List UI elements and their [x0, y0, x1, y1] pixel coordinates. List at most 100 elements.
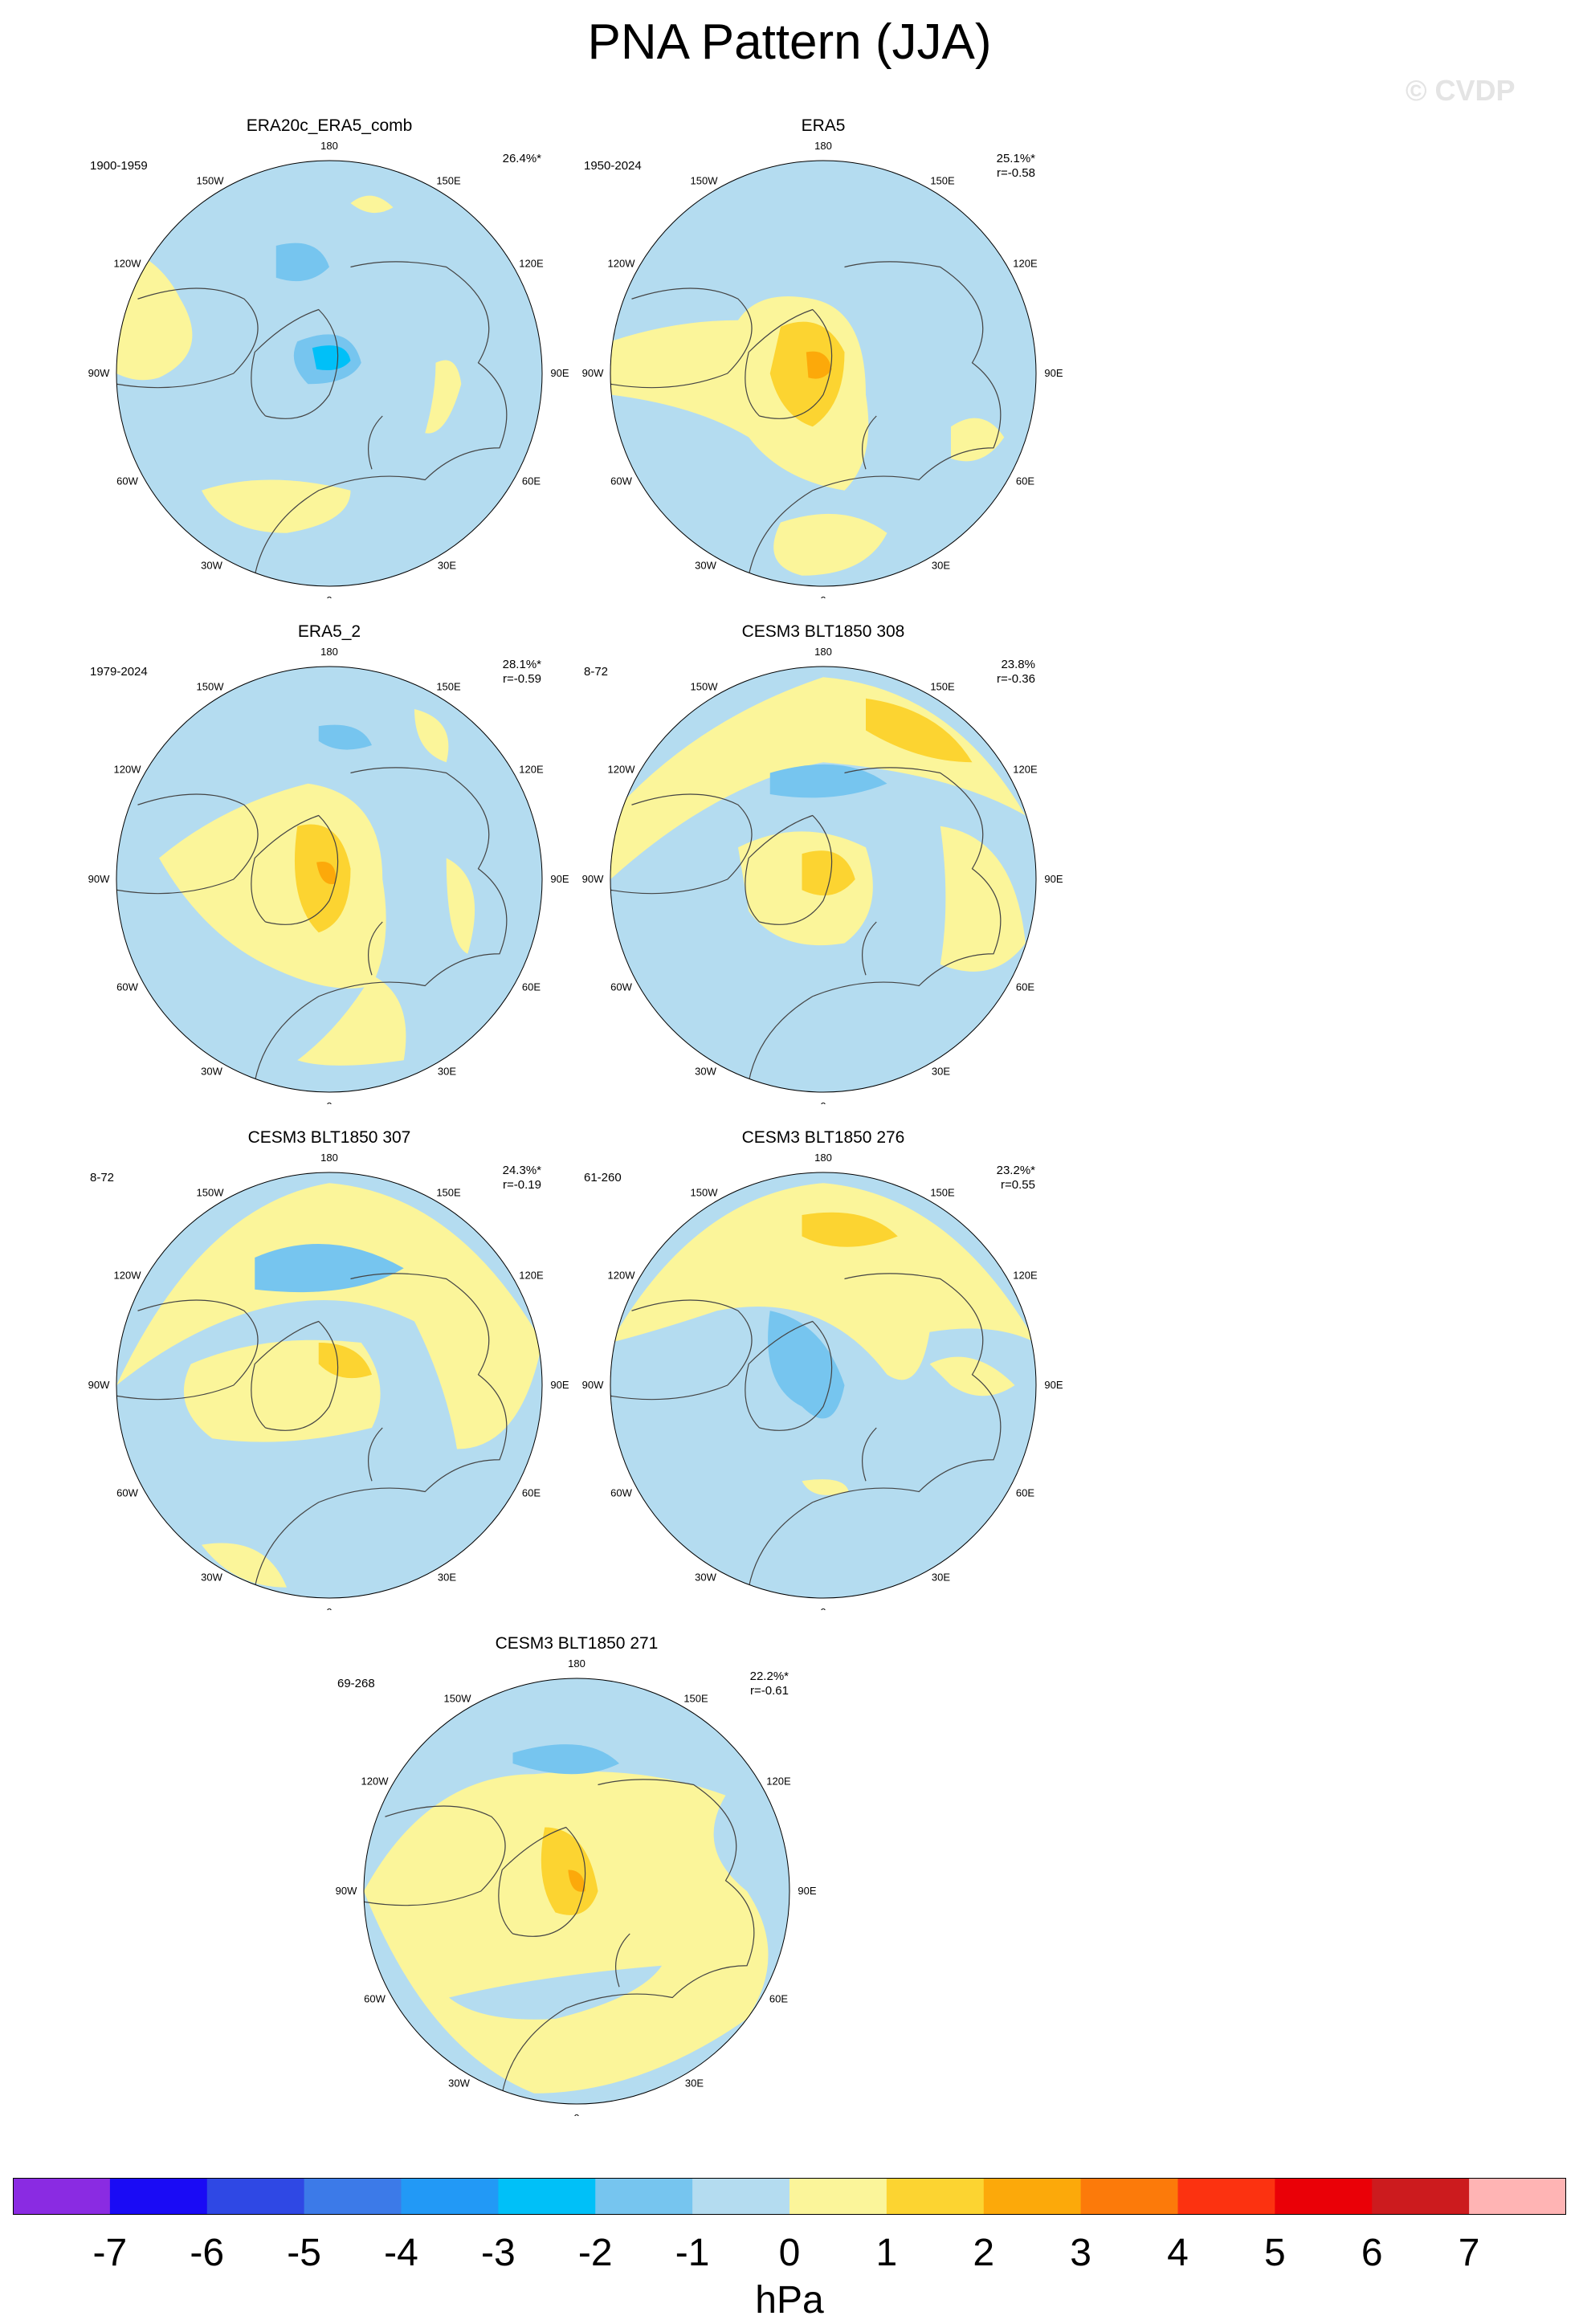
map-boundary	[116, 160, 543, 587]
panel-period: 1950-2024	[584, 159, 642, 173]
anomaly-contour	[802, 1212, 898, 1247]
longitude-label: 120W	[114, 1270, 142, 1282]
longitude-label: 30W	[201, 1065, 222, 1077]
anomaly-contour	[318, 1343, 372, 1379]
anomaly-contour	[312, 345, 351, 371]
anomaly-contour	[802, 1479, 849, 1495]
map-boundary	[610, 1172, 1037, 1599]
longitude-label: 90W	[336, 1885, 357, 1897]
coastline	[116, 261, 508, 576]
panel-correlation: r=-0.61	[750, 1684, 789, 1698]
panel-period: 1900-1959	[90, 159, 148, 173]
coastline	[610, 1273, 1002, 1588]
map-boundary	[363, 1678, 790, 2105]
longitude-label: 90W	[582, 873, 604, 885]
longitude-label: 0	[326, 594, 332, 598]
anomaly-contour	[255, 1243, 404, 1293]
map-panel: 180 150E 120E 90E 60E 30E 0 30W 60W 90W 120W 150W CE…	[574, 1128, 1072, 1610]
coastline	[610, 767, 1002, 1082]
map-panel: 180 150E 120E 90E 60E 30E 0 30W 60W 90W 120W 150W CE…	[80, 1128, 578, 1610]
colorbar-tick-label: 2	[973, 2232, 995, 2274]
longitude-label: 120E	[766, 1776, 791, 1788]
colorbar-tick-label: 3	[1070, 2232, 1091, 2274]
panel-correlation: r=-0.19	[503, 1178, 541, 1192]
anomaly-contour	[202, 1543, 287, 1588]
longitude-label: 90W	[582, 1379, 604, 1391]
longitude-label: 150E	[436, 175, 461, 187]
map-boundary	[610, 160, 1037, 587]
longitude-label: 60W	[116, 1487, 138, 1499]
colorbar-unit: hPa	[755, 2279, 824, 2322]
longitude-label: 0	[820, 1606, 826, 1610]
colorbar-swatch	[1080, 2178, 1178, 2215]
longitude-label: 90E	[550, 367, 569, 379]
colorbar-swatch	[13, 2178, 111, 2215]
colorbar-tick-label: -6	[190, 2232, 225, 2274]
longitude-label: 30W	[448, 2077, 470, 2089]
longitude-label: 90W	[88, 367, 110, 379]
colorbar-swatch	[109, 2178, 208, 2215]
longitude-label: 60E	[522, 475, 541, 487]
longitude-label: 150W	[197, 681, 225, 693]
longitude-label: 120E	[1013, 1270, 1038, 1282]
anomaly-contour	[512, 1744, 619, 1775]
anomaly-contour	[769, 321, 845, 427]
longitude-label: 120E	[1013, 258, 1038, 270]
longitude-label: 180	[320, 646, 338, 658]
longitude-label: 30W	[201, 1571, 222, 1583]
longitude-label: 150E	[930, 681, 955, 693]
longitude-label: 60E	[769, 1993, 788, 2005]
anomaly-contour	[806, 351, 832, 379]
colorbar	[13, 2178, 1566, 2215]
colorbar-swatch	[1177, 2178, 1275, 2215]
panel-title: ERA5	[801, 116, 846, 135]
longitude-label: 30E	[438, 559, 456, 571]
panel-period: 8-72	[584, 665, 609, 679]
coastline	[364, 1779, 755, 2094]
longitude-label: 90W	[88, 1379, 110, 1391]
longitude-label: 120W	[608, 258, 636, 270]
longitude-label: 90E	[1044, 367, 1063, 379]
longitude-label: 150E	[683, 1693, 708, 1705]
longitude-label: 150W	[691, 1187, 719, 1199]
colorbar-swatch	[304, 2178, 402, 2215]
map-panel: 180 150E 120E 90E 60E 30E 0 30W 60W 90W 120W 150W ER…	[80, 622, 578, 1104]
panel-variance: 23.2%*	[996, 1164, 1035, 1177]
longitude-label: 30E	[438, 1065, 456, 1077]
longitude-label: 180	[320, 1152, 338, 1164]
panel-period: 61-260	[584, 1171, 622, 1184]
longitude-label: 120E	[519, 258, 544, 270]
longitude-label: 90E	[550, 873, 569, 885]
longitude-label: 120W	[608, 764, 636, 776]
panel-correlation: r=-0.58	[997, 166, 1035, 180]
longitude-label: 150W	[197, 1187, 225, 1199]
longitude-label: 180	[568, 1657, 585, 1670]
longitude-label: 30E	[932, 1065, 950, 1077]
polar-map: 180 150E 120E 90E 60E 30E 0 30W 60W 90W 120W 150W	[336, 1657, 817, 2116]
longitude-label: 150E	[930, 1187, 955, 1199]
longitude-label: 120W	[114, 764, 142, 776]
longitude-label: 0	[326, 1606, 332, 1610]
colorbar-tick-label: 6	[1361, 2232, 1383, 2274]
longitude-label: 150E	[436, 1187, 461, 1199]
longitude-label: 60W	[116, 981, 138, 993]
anomaly-contour	[929, 1356, 1015, 1396]
coastline	[116, 767, 508, 1082]
longitude-label: 30E	[685, 2077, 704, 2089]
longitude-label: 180	[814, 1152, 832, 1164]
coastline	[116, 1273, 508, 1588]
map-panel: 180 150E 120E 90E 60E 30E 0 30W 60W 90W 120W 150W ER…	[574, 116, 1072, 598]
anomaly-contour	[297, 975, 406, 1066]
anomaly-contour	[316, 862, 337, 885]
longitude-label: 30E	[438, 1571, 456, 1583]
colorbar-swatch	[983, 2178, 1082, 2215]
panel-variance: 22.2%*	[749, 1670, 789, 1683]
anomaly-contour	[951, 418, 1005, 462]
anomaly-contour	[202, 479, 351, 533]
longitude-label: 180	[814, 140, 832, 152]
map-boundary	[610, 666, 1037, 1093]
longitude-label: 90W	[582, 367, 604, 379]
colorbar-swatch	[498, 2178, 596, 2215]
map-boundary	[116, 666, 543, 1093]
longitude-label: 120W	[361, 1776, 390, 1788]
